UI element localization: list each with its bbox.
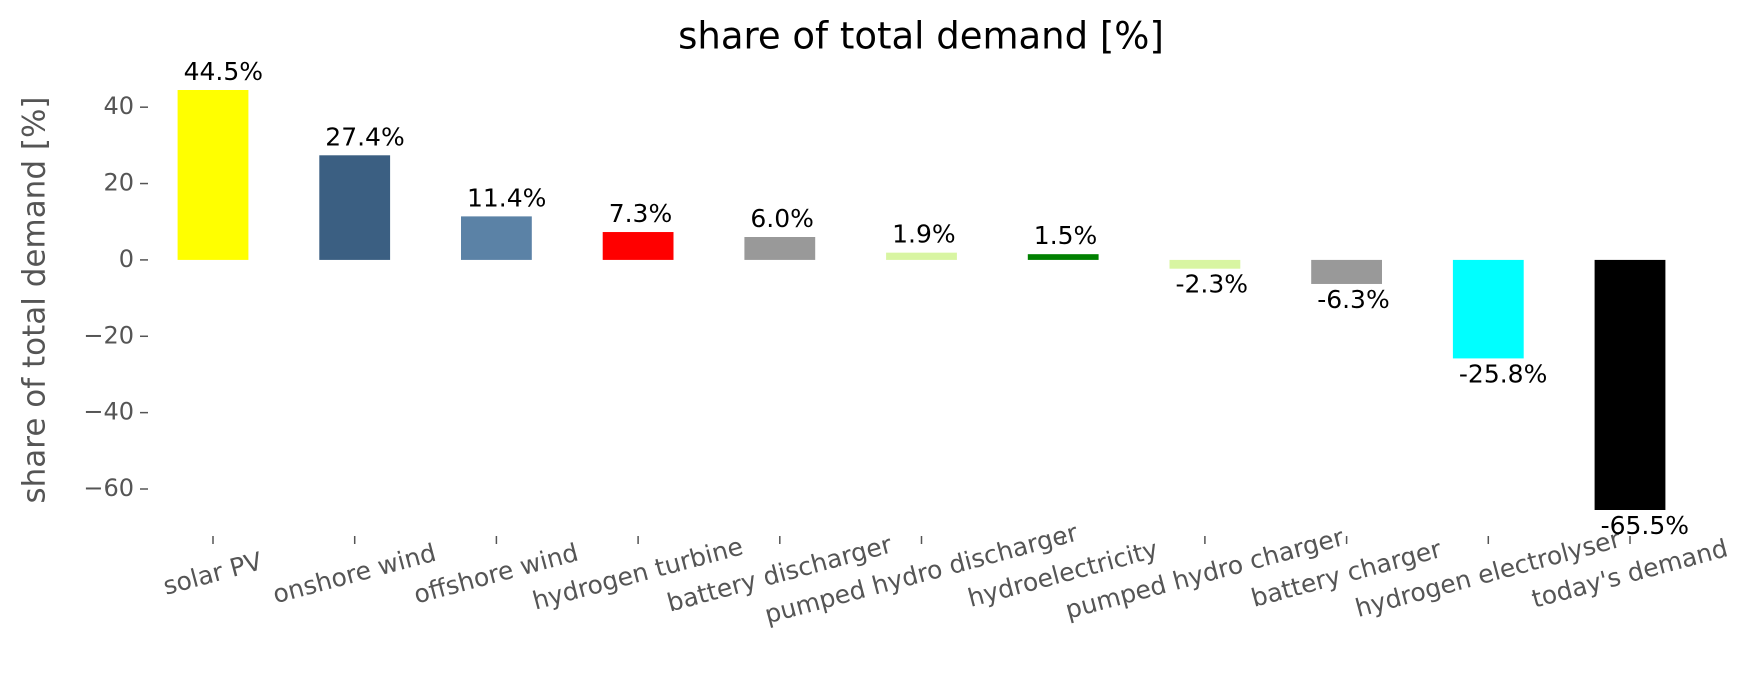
y-axis-label: share of total demand [%] [17,96,53,503]
y-tick-label: −60 [83,474,134,502]
y-tick-label: 40 [103,92,134,120]
value-label: 1.5% [1034,221,1098,250]
bar [319,155,391,260]
value-label: 6.0% [750,204,814,233]
y-tick-label: −20 [83,321,134,349]
x-tick-label: onshore wind [270,538,439,609]
value-label: 1.9% [892,220,956,249]
bar [744,237,816,260]
bar [886,252,957,260]
bar [1452,259,1524,359]
x-tick-label: solar PV [160,546,265,600]
value-label: 11.4% [467,183,546,212]
bar [1311,259,1382,284]
value-label: -6.3% [1317,285,1390,314]
bar [461,216,532,260]
chart-title: share of total demand [%] [678,15,1164,58]
value-label: -65.5% [1601,511,1689,540]
value-label: 7.3% [609,199,673,228]
bar [1169,259,1241,269]
bar [1594,259,1666,510]
value-label: 27.4% [325,122,404,151]
y-tick-label: 20 [103,169,134,197]
y-tick-label: −40 [83,398,134,426]
bar [177,90,249,260]
value-label: -25.8% [1459,359,1547,388]
bar [602,232,674,260]
y-tick-label: 0 [119,245,134,273]
value-label: -2.3% [1176,270,1249,299]
bar [1027,254,1099,260]
value-label: 44.5% [184,57,263,86]
